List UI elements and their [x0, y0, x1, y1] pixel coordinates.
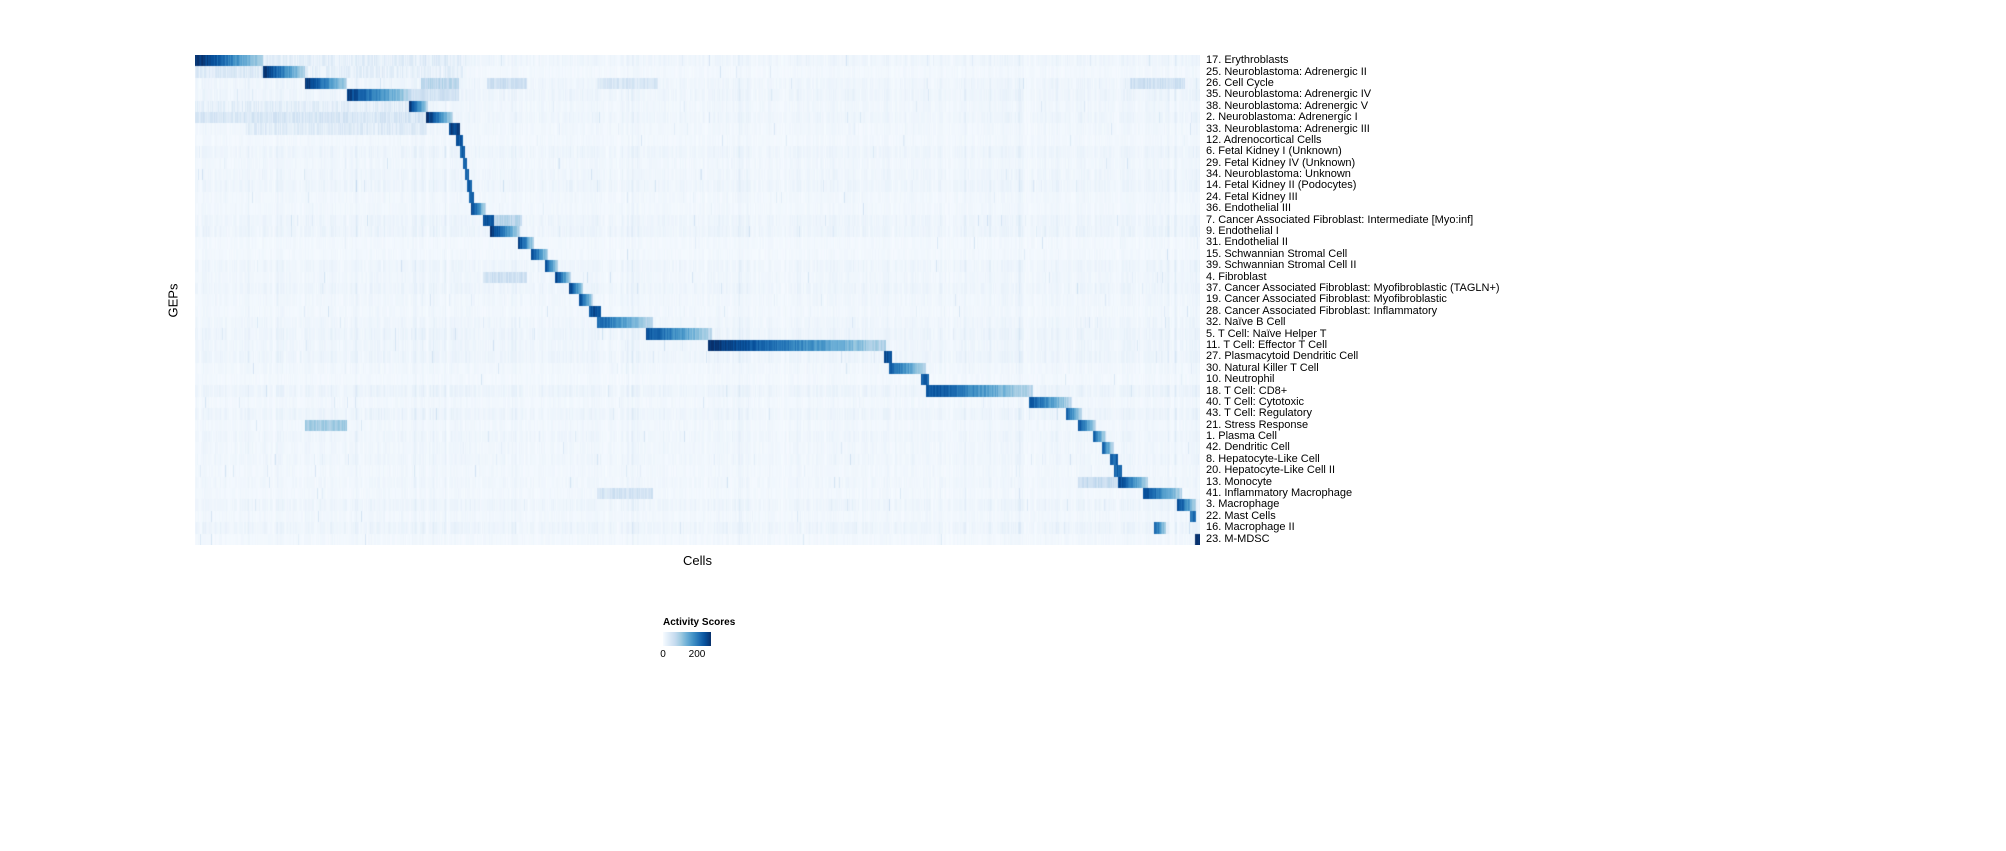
row-label: 18. T Cell: CD8+ [1206, 384, 1288, 397]
legend-gradient [663, 632, 711, 646]
colorbar-legend: Activity Scores 0 200 [660, 617, 783, 661]
row-label: 36. Endothelial III [1206, 202, 1292, 215]
row-label: 9. Endothelial I [1206, 225, 1279, 238]
row-label: 3. Macrophage [1206, 498, 1280, 511]
row-label: 8. Hepatocyte-Like Cell [1206, 452, 1320, 465]
legend-ticks: 0 200 [660, 649, 783, 661]
row-label: 24. Fetal Kidney III [1206, 190, 1298, 203]
row-label: 28. Cancer Associated Fibroblast: Inflam… [1206, 304, 1438, 317]
row-label: 27. Plasmacytoid Dendritic Cell [1206, 350, 1359, 363]
row-label: 21. Stress Response [1206, 418, 1309, 431]
row-label: 42. Dendritic Cell [1206, 441, 1290, 454]
row-label: 6. Fetal Kidney I (Unknown) [1206, 145, 1342, 158]
row-label: 34. Neuroblastoma: Unknown [1206, 168, 1351, 181]
row-labels: 17. Erythroblasts 25. Neuroblastoma: Adre… [1206, 54, 1986, 545]
row-label: 17. Erythroblasts [1206, 54, 1289, 67]
row-label: 4. Fibroblast [1206, 270, 1267, 283]
row-label: 39. Schwannian Stromal Cell II [1206, 259, 1357, 272]
row-label: 41. Inflammatory Macrophage [1206, 487, 1353, 500]
row-label: 38. Neuroblastoma: Adrenergic V [1206, 99, 1369, 112]
row-label: 43. T Cell: Regulatory [1206, 407, 1312, 420]
row-label: 12. Adrenocortical Cells [1206, 133, 1322, 146]
row-label: 5. T Cell: Naïve Helper T [1206, 327, 1327, 340]
row-label: 14. Fetal Kidney II (Podocytes) [1206, 179, 1357, 192]
legend-tick-max: 200 [688, 649, 706, 660]
row-label: 16. Macrophage II [1206, 521, 1295, 534]
row-label: 35. Neuroblastoma: Adrenergic IV [1206, 88, 1372, 101]
row-label: 23. M-MDSC [1206, 532, 1270, 545]
row-label: 13. Monocyte [1206, 475, 1273, 488]
row-label: 40. T Cell: Cytotoxic [1206, 395, 1305, 408]
heatmap-canvas [195, 55, 1200, 545]
y-axis-label-container: GEPs [160, 55, 186, 545]
legend-tick-min: 0 [660, 649, 666, 660]
row-label: 29. Fetal Kidney IV (Unknown) [1206, 156, 1356, 169]
y-axis-label: GEPs [165, 283, 181, 317]
row-label: 33. Neuroblastoma: Adrenergic III [1206, 122, 1370, 135]
row-label: 10. Neutrophil [1206, 373, 1275, 386]
row-label: 22. Mast Cells [1206, 509, 1276, 522]
row-label: 20. Hepatocyte-Like Cell II [1206, 464, 1336, 477]
row-label: 32. Naïve B Cell [1206, 316, 1286, 329]
row-label: 31. Endothelial II [1206, 236, 1288, 249]
row-label: 2. Neuroblastoma: Adrenergic I [1206, 111, 1358, 124]
row-label: 26. Cell Cycle [1206, 76, 1274, 89]
row-label: 7. Cancer Associated Fibroblast: Interme… [1206, 213, 1474, 226]
row-label: 15. Schwannian Stromal Cell [1206, 247, 1348, 260]
row-label: 1. Plasma Cell [1206, 430, 1277, 443]
x-axis-label: Cells [683, 553, 712, 568]
row-label: 25. Neuroblastoma: Adrenergic II [1206, 65, 1367, 78]
row-label: 37. Cancer Associated Fibroblast: Myofib… [1206, 282, 1500, 294]
row-label: 19. Cancer Associated Fibroblast: Myofib… [1206, 293, 1447, 306]
row-label: 30. Natural Killer T Cell [1206, 361, 1319, 374]
row-label: 11. T Cell: Effector T Cell [1206, 338, 1328, 351]
legend-title: Activity Scores [663, 617, 736, 628]
